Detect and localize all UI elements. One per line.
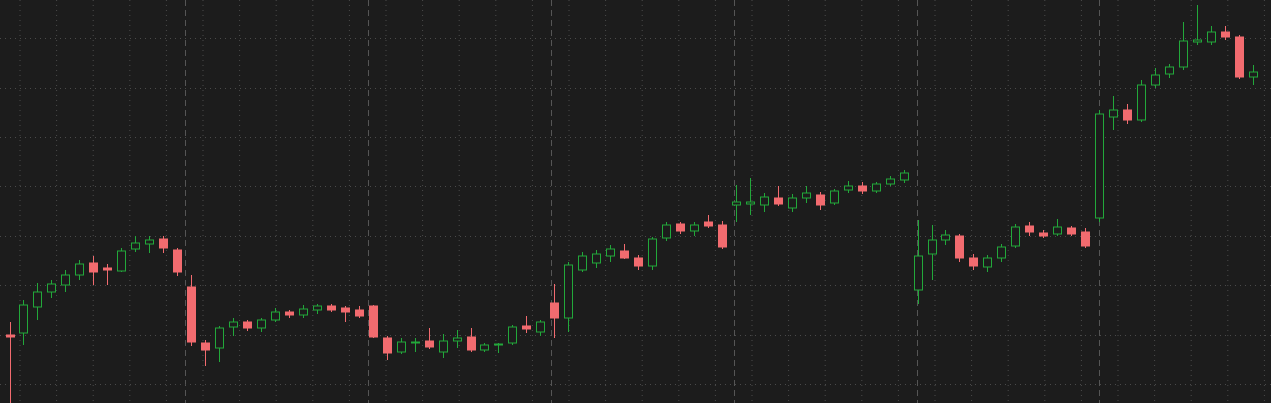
- candle-body: [997, 246, 1006, 259]
- candle-body: [480, 344, 489, 351]
- candle-body: [886, 178, 895, 185]
- candle-body: [704, 221, 713, 227]
- candle-body: [397, 341, 406, 353]
- candle-body: [145, 239, 154, 245]
- candle-body: [1137, 84, 1146, 121]
- candle-body: [914, 255, 923, 291]
- candle-body: [1249, 71, 1258, 78]
- candle-body: [1123, 109, 1132, 121]
- candle-body: [858, 185, 867, 192]
- candle-body: [103, 267, 112, 271]
- candle-body: [299, 308, 308, 316]
- candle-body: [453, 337, 462, 342]
- candle-body: [606, 248, 615, 257]
- candle-body: [732, 201, 741, 206]
- candle-body: [411, 341, 420, 344]
- candle-body: [788, 197, 797, 209]
- candle-body: [718, 224, 727, 248]
- candle-body: [341, 307, 350, 313]
- candle-body: [550, 302, 559, 319]
- candle-body: [425, 340, 434, 348]
- candle-body: [355, 309, 364, 317]
- candle-body: [61, 274, 70, 286]
- candle-body: [159, 238, 168, 249]
- candle-body: [522, 325, 531, 330]
- candle-body: [6, 334, 15, 338]
- candle-body: [872, 183, 881, 192]
- candle-body: [928, 239, 937, 255]
- candle-body: [1221, 31, 1230, 38]
- candle-body: [592, 253, 601, 264]
- candle-body: [969, 257, 978, 267]
- candle-body: [1179, 40, 1188, 68]
- candle-body: [383, 337, 392, 354]
- candle-body: [802, 192, 811, 199]
- candle-body: [494, 343, 503, 346]
- candle-body: [75, 263, 84, 276]
- candle-body: [89, 262, 98, 273]
- candle-body: [662, 224, 671, 239]
- candle-body: [620, 250, 629, 259]
- candle-body: [33, 291, 42, 308]
- candle-body: [983, 257, 992, 268]
- candle-body: [634, 257, 643, 267]
- candle-body: [1207, 31, 1216, 43]
- candle-body: [187, 286, 196, 343]
- candle-body: [19, 304, 28, 334]
- candle-body: [271, 311, 280, 321]
- candle-body: [844, 185, 853, 191]
- candle-body: [369, 305, 378, 338]
- candle-body: [1067, 227, 1076, 235]
- candle-body: [774, 197, 783, 205]
- candle-body: [313, 305, 322, 311]
- candle-body: [243, 321, 252, 329]
- candle-body: [1025, 225, 1034, 233]
- candle-body: [1053, 226, 1062, 235]
- candle-body: [327, 305, 336, 311]
- candle-body: [1235, 36, 1244, 78]
- candle-body: [564, 264, 573, 319]
- candle-body: [690, 224, 699, 232]
- candle-body: [131, 242, 140, 250]
- candle-body: [1165, 66, 1174, 75]
- candle-body: [257, 319, 266, 329]
- candle-body: [1193, 39, 1202, 43]
- candle-body: [941, 234, 950, 241]
- candle-body: [1039, 232, 1048, 237]
- candle-body: [215, 327, 224, 349]
- candle-body: [536, 321, 545, 333]
- candle-body: [1011, 226, 1020, 247]
- candle-body: [746, 201, 755, 205]
- candle-body: [900, 172, 909, 181]
- candle-body: [173, 249, 182, 273]
- candle-body: [201, 342, 210, 351]
- candle-body: [1081, 231, 1090, 247]
- candle-body: [117, 250, 126, 272]
- candle-body: [439, 340, 448, 353]
- candle-body: [1151, 74, 1160, 86]
- candle-body: [285, 311, 294, 316]
- candle-body: [648, 238, 657, 267]
- candle-body: [760, 196, 769, 206]
- candle-body: [578, 255, 587, 271]
- candle-body: [47, 283, 56, 293]
- candle-body: [508, 326, 517, 344]
- candle-body: [676, 223, 685, 232]
- candle-body: [830, 190, 839, 204]
- candle-body: [816, 194, 825, 206]
- candle-body: [955, 235, 964, 259]
- candle-body: [1095, 113, 1104, 219]
- candle-body: [467, 336, 476, 351]
- candle-body: [1109, 109, 1118, 118]
- candle-body: [229, 321, 238, 328]
